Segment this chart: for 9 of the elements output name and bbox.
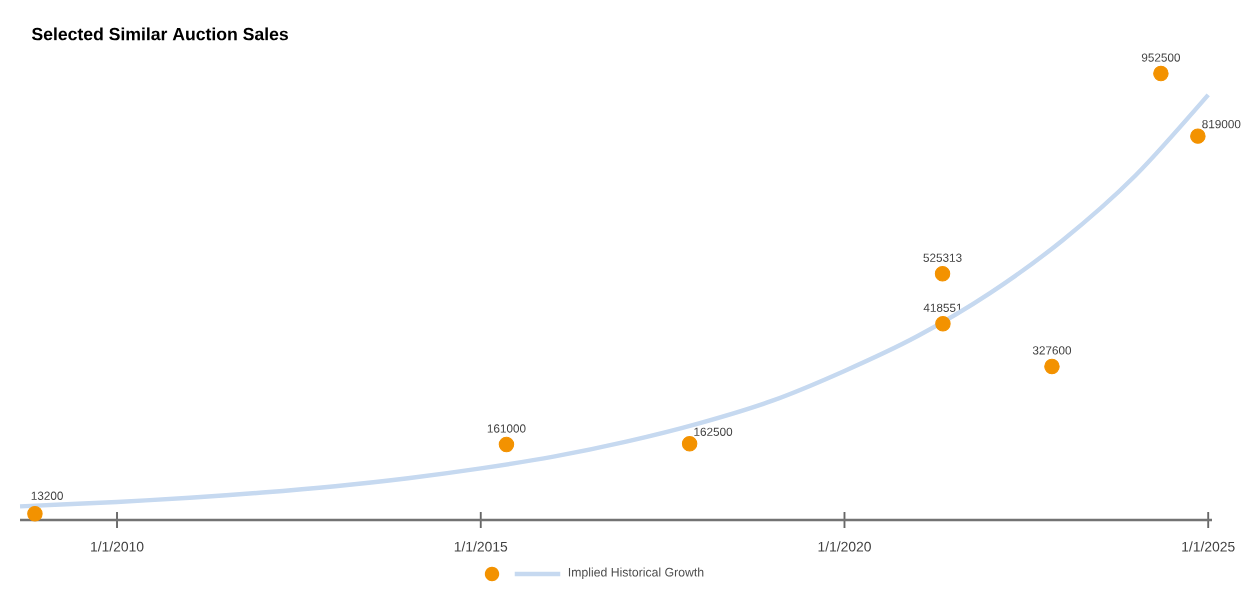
point [1153, 65, 1169, 82]
point [934, 266, 951, 282]
point [27, 506, 43, 522]
point [935, 316, 951, 332]
point [1190, 128, 1206, 144]
point [1044, 358, 1060, 375]
point [681, 436, 698, 452]
point [498, 436, 515, 453]
chart-title: Selected Similar Auction Sales [31, 27, 288, 41]
